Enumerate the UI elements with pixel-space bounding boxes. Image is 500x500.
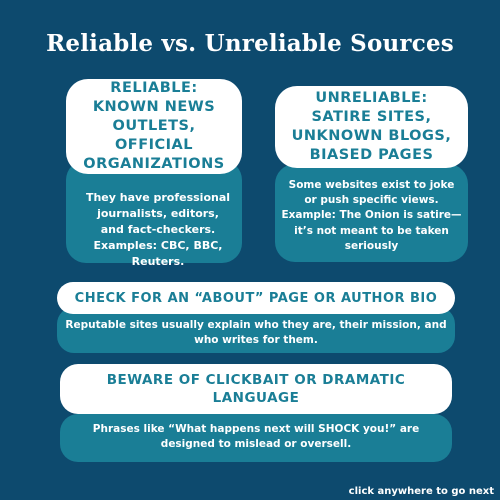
reliable-description: They have professional journalists, edit… [66, 160, 242, 268]
slide-title: Reliable vs. Unreliable Sources [46, 30, 454, 57]
reliable-heading: Reliable: Known news outlets, official o… [66, 79, 242, 174]
about-page-description: Reputable sites usually explain who they… [57, 307, 455, 353]
about-page-heading: Check for an “About” page or author bio [57, 282, 455, 314]
unreliable-description: Some websites exist to joke or push spec… [275, 164, 468, 262]
clickbait-description: Phrases like “What happens next will SHO… [60, 414, 452, 462]
clickbait-heading: Beware of clickbait or dramatic language [60, 364, 452, 414]
next-slide-hint[interactable]: click anywhere to go next [348, 486, 494, 497]
unreliable-heading: Unreliable: Satire sites, unknown blogs,… [275, 86, 468, 168]
